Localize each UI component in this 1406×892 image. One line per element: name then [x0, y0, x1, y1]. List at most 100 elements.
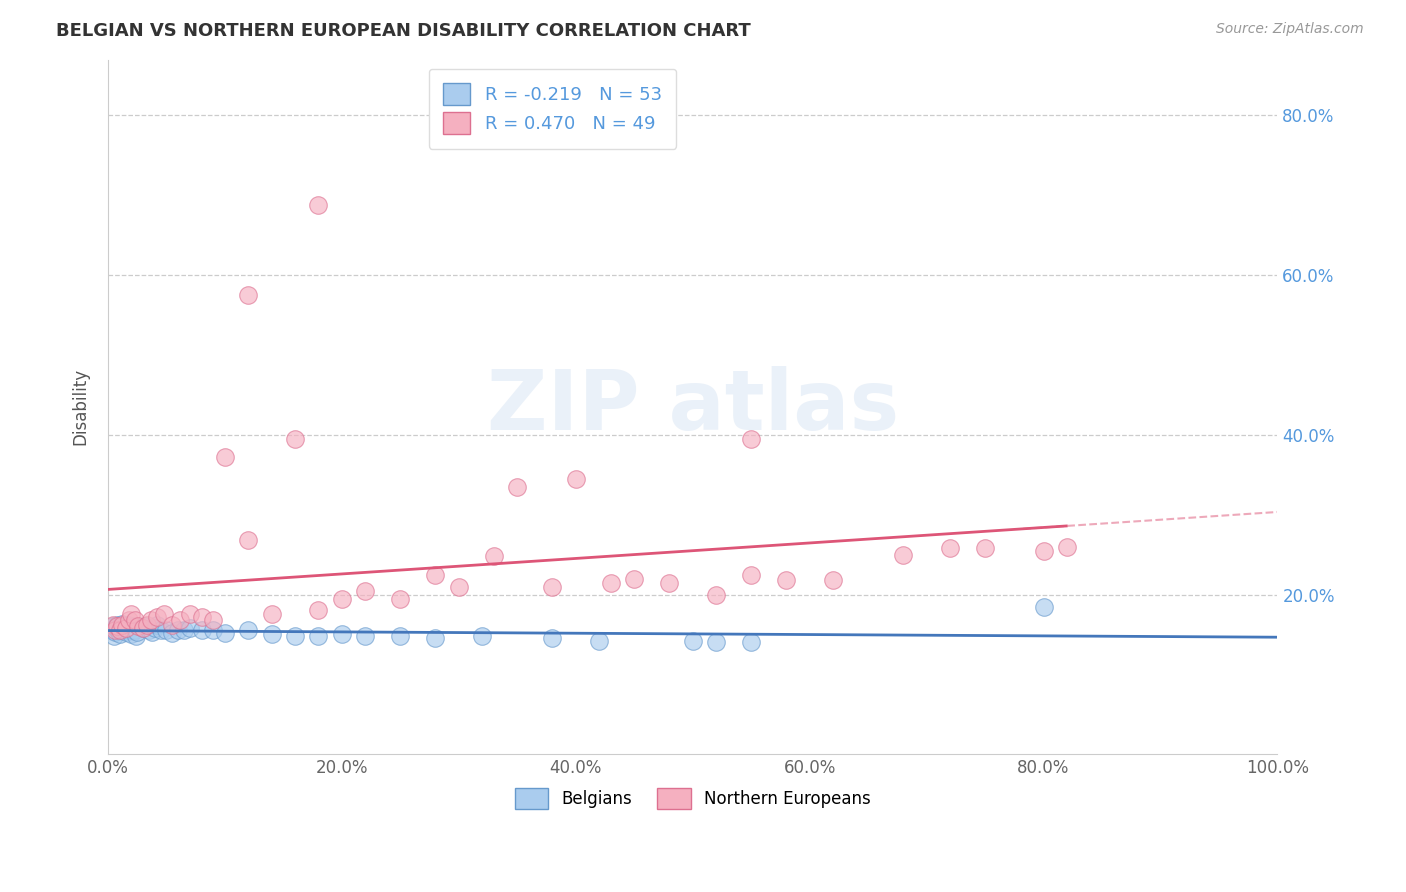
Point: [740, 432, 762, 446]
Point: [134, 619, 156, 633]
Point: [564, 472, 586, 486]
Point: [153, 607, 176, 622]
Point: [173, 624, 195, 638]
Point: [541, 580, 564, 594]
Point: [149, 624, 172, 638]
Point: [103, 629, 125, 643]
Point: [974, 541, 997, 556]
Point: [111, 618, 134, 632]
Point: [112, 619, 135, 633]
Point: [1032, 543, 1054, 558]
Point: [308, 603, 330, 617]
Point: [138, 624, 160, 638]
Point: [425, 567, 447, 582]
Point: [308, 629, 330, 643]
Point: [389, 591, 412, 606]
Point: [167, 624, 190, 638]
Point: [425, 632, 447, 646]
Point: [260, 607, 283, 622]
Point: [704, 588, 727, 602]
Point: [132, 621, 155, 635]
Point: [939, 541, 962, 556]
Point: [141, 613, 163, 627]
Point: [704, 635, 727, 649]
Point: [112, 624, 135, 638]
Point: [120, 621, 142, 635]
Point: [114, 625, 136, 640]
Point: [122, 619, 145, 633]
Point: [354, 583, 377, 598]
Point: [111, 617, 134, 632]
Point: [541, 632, 564, 646]
Point: [143, 621, 166, 635]
Point: [821, 573, 844, 587]
Point: [162, 625, 184, 640]
Point: [740, 635, 762, 649]
Point: [124, 613, 146, 627]
Point: [110, 621, 132, 635]
Point: [354, 629, 377, 643]
Point: [389, 629, 412, 643]
Point: [146, 610, 169, 624]
Point: [891, 548, 914, 562]
Point: [202, 613, 225, 627]
Point: [125, 629, 148, 643]
Point: [141, 625, 163, 640]
Point: [658, 575, 681, 590]
Point: [120, 607, 142, 622]
Point: [447, 580, 470, 594]
Point: [114, 621, 136, 635]
Point: [330, 591, 353, 606]
Point: [118, 624, 141, 638]
Text: Source: ZipAtlas.com: Source: ZipAtlas.com: [1216, 22, 1364, 37]
Point: [238, 624, 260, 638]
Point: [127, 619, 149, 633]
Point: [775, 573, 797, 587]
Point: [599, 575, 621, 590]
Point: [1032, 599, 1054, 614]
Point: [135, 618, 157, 632]
Point: [1056, 540, 1078, 554]
Point: [104, 624, 127, 638]
Point: [238, 288, 260, 302]
Point: [179, 621, 201, 635]
Text: BELGIAN VS NORTHERN EUROPEAN DISABILITY CORRELATION CHART: BELGIAN VS NORTHERN EUROPEAN DISABILITY …: [56, 22, 751, 40]
Text: ZIP atlas: ZIP atlas: [486, 367, 898, 448]
Point: [101, 619, 124, 633]
Point: [117, 618, 139, 632]
Point: [100, 624, 122, 638]
Point: [120, 627, 142, 641]
Point: [471, 629, 494, 643]
Point: [214, 450, 236, 465]
Point: [121, 624, 143, 638]
Point: [179, 607, 201, 622]
Point: [588, 633, 610, 648]
Point: [105, 619, 128, 633]
Point: [238, 533, 260, 548]
Point: [107, 624, 129, 638]
Point: [284, 629, 307, 643]
Point: [260, 627, 283, 641]
Point: [105, 621, 128, 635]
Point: [190, 624, 212, 638]
Point: [190, 610, 212, 624]
Point: [162, 618, 184, 632]
Point: [155, 624, 177, 638]
Point: [623, 572, 645, 586]
Point: [214, 625, 236, 640]
Point: [740, 567, 762, 582]
Point: [169, 613, 191, 627]
Point: [482, 549, 505, 564]
Point: [118, 613, 141, 627]
Point: [108, 624, 131, 638]
Point: [104, 625, 127, 640]
Point: [506, 480, 529, 494]
Y-axis label: Disability: Disability: [72, 368, 89, 445]
Point: [108, 627, 131, 641]
Point: [115, 621, 138, 635]
Point: [284, 432, 307, 446]
Point: [132, 621, 155, 635]
Point: [308, 198, 330, 212]
Point: [124, 624, 146, 638]
Point: [146, 618, 169, 632]
